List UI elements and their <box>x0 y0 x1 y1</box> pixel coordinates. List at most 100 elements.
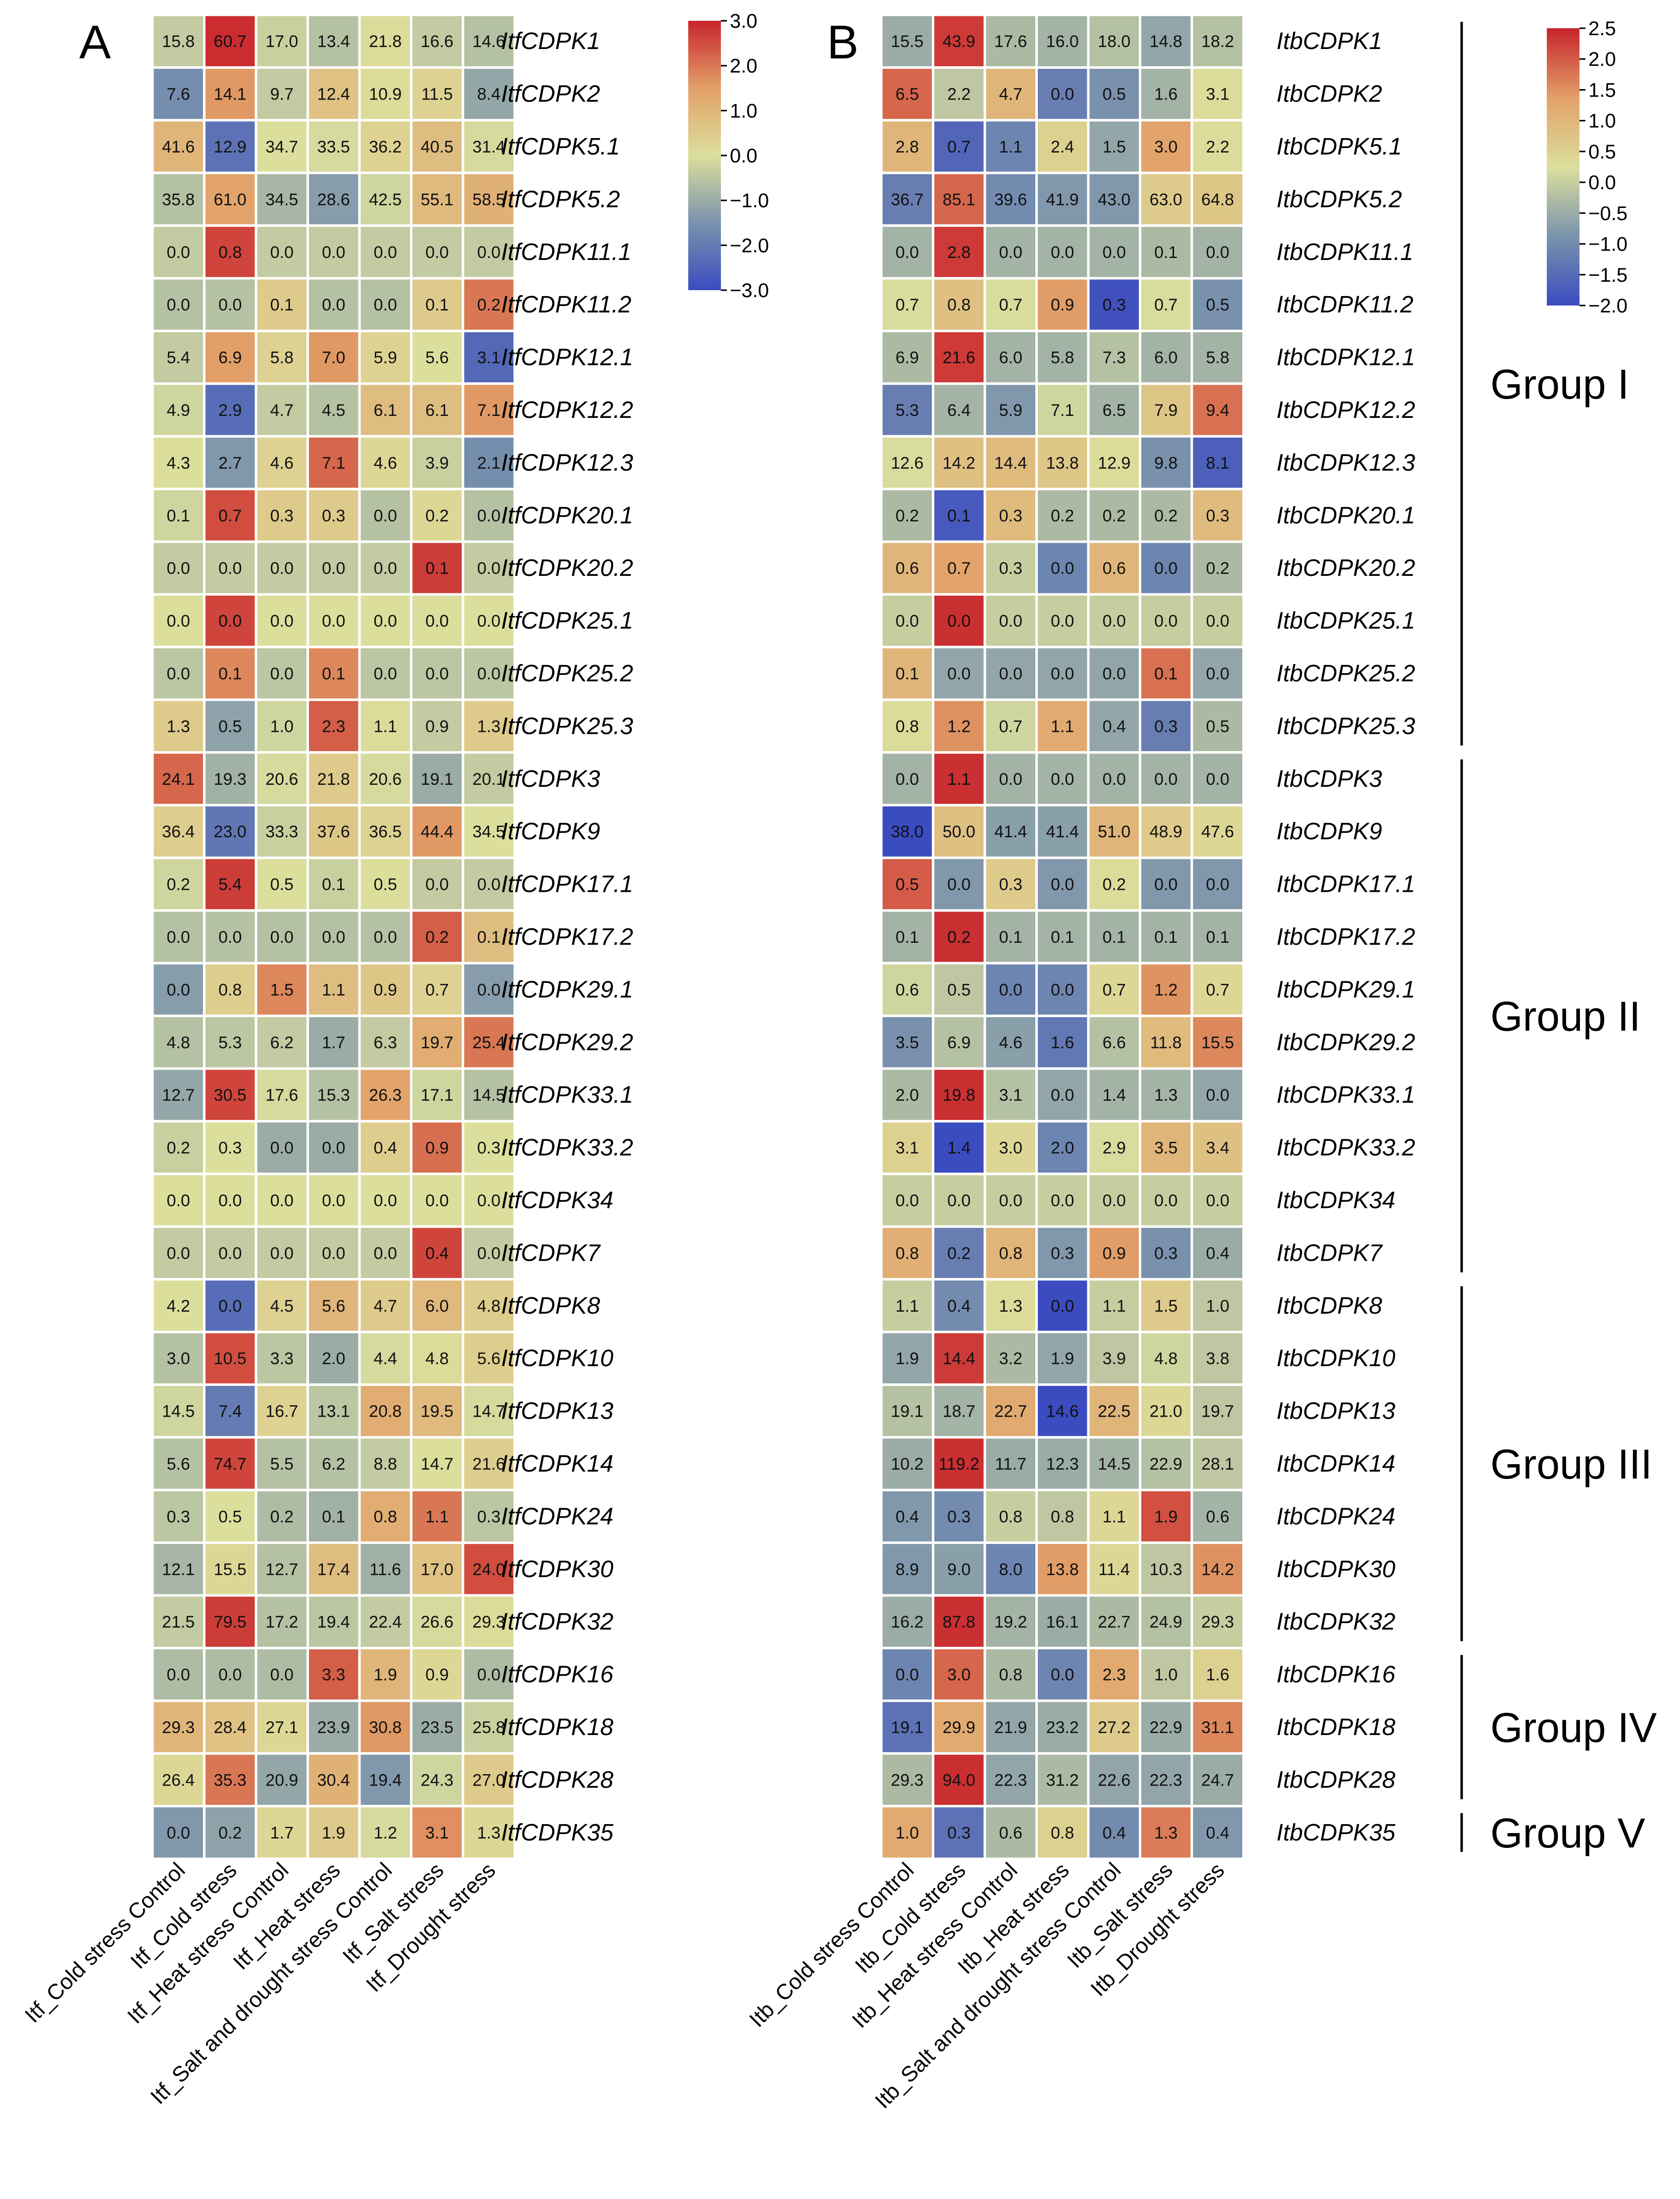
heatmap-cell <box>1139 540 1193 596</box>
heatmap-cell <box>880 277 934 332</box>
cell-value-label: 4.7 <box>374 1297 397 1316</box>
cell-value-label: 15.8 <box>162 32 195 51</box>
cell-value-label: 0.6 <box>896 980 919 999</box>
cell-value-label: 36.4 <box>162 822 195 841</box>
cell-value-label: 4.8 <box>1154 1349 1177 1368</box>
cell-value-label: 3.1 <box>896 1139 919 1158</box>
cell-value-label: 0.5 <box>1206 717 1229 736</box>
cell-value-label: 0.0 <box>1154 875 1177 894</box>
cell-value-label: 0.1 <box>322 1507 345 1526</box>
cell-value-label: 0.5 <box>270 875 294 894</box>
cell-value-label: 0.0 <box>167 928 190 947</box>
cell-value-label: 0.4 <box>1206 1244 1229 1263</box>
gene-row-label: ItbCDPK32 <box>1276 1609 1395 1635</box>
heatmap-cell <box>1035 13 1090 69</box>
cell-value-label: 11.7 <box>995 1455 1026 1474</box>
cell-value-label: 13.1 <box>317 1402 350 1421</box>
cell-value-label: 34.7 <box>265 138 298 156</box>
cell-value-label: 2.0 <box>896 1086 919 1105</box>
cell-value-label: 23.9 <box>317 1718 350 1737</box>
cell-value-label: 2.0 <box>322 1349 345 1368</box>
cell-value-label: 0.3 <box>167 1507 190 1526</box>
heatmap-cell <box>1087 698 1141 754</box>
cell-value-label: 22.9 <box>1150 1455 1182 1474</box>
heatmap-cell <box>358 1541 412 1597</box>
gene-row-label: ItfCDPK32 <box>501 1609 613 1635</box>
heatmap-cell <box>880 1699 934 1755</box>
heatmap-cell <box>1139 856 1193 912</box>
cell-value-label: 1.1 <box>947 770 970 789</box>
cell-value-label: 12.6 <box>891 454 923 472</box>
cell-value-label: 0.3 <box>999 507 1022 525</box>
cell-value-label: 0.7 <box>999 296 1022 314</box>
cell-value-label: 0.5 <box>218 717 242 736</box>
heatmap-cell <box>410 329 464 385</box>
cell-value-label: 41.6 <box>162 138 195 156</box>
cell-value-label: 0.0 <box>425 612 449 631</box>
cell-value-label: 0.6 <box>1206 1507 1229 1526</box>
cell-value-label: 0.0 <box>167 1244 190 1263</box>
colorbar-tick-label: −1.0 <box>1588 234 1628 256</box>
cell-value-label: 0.3 <box>218 1139 242 1158</box>
cell-value-label: 3.1 <box>1206 85 1229 104</box>
heatmap-cell <box>461 1225 516 1281</box>
cell-value-label: 6.0 <box>1154 349 1177 367</box>
heatmap-cell <box>151 382 205 438</box>
heatmap-cell <box>255 1225 309 1281</box>
colorbar-tick-label: 2.0 <box>730 55 758 77</box>
cell-value-label: 0.7 <box>1154 296 1177 314</box>
heatmap-cell <box>1035 1067 1090 1123</box>
cell-value-label: 21.0 <box>1150 1402 1182 1421</box>
heatmap-cell <box>306 435 361 491</box>
gene-row-label: ItfCDPK20.2 <box>501 555 633 581</box>
cell-value-label: 0.0 <box>1051 770 1074 789</box>
heatmap-cell <box>983 277 1038 332</box>
heatmap-cell <box>306 804 361 859</box>
cell-value-label: 0.2 <box>947 928 970 947</box>
cell-value-label: 37.6 <box>317 822 350 841</box>
cell-value-label: 44.4 <box>421 822 454 841</box>
cell-value-label: 61.0 <box>214 190 247 209</box>
cell-value-label: 1.4 <box>947 1139 970 1158</box>
cell-value-label: 4.8 <box>167 1033 190 1052</box>
cell-value-label: 40.5 <box>421 138 454 156</box>
cell-value-label: 0.8 <box>218 980 242 999</box>
cell-value-label: 0.0 <box>374 243 397 262</box>
heatmap-cell <box>1035 277 1090 332</box>
cell-value-label: 17.0 <box>421 1560 454 1579</box>
cell-value-label: 5.6 <box>322 1297 345 1316</box>
gene-row-label: ItbCDPK35 <box>1276 1820 1395 1846</box>
cell-value-label: 0.0 <box>218 1297 242 1316</box>
gene-row-label: ItfCDPK14 <box>501 1451 613 1477</box>
cell-value-label: 27.1 <box>265 1718 298 1737</box>
panel-label-b: B <box>827 16 859 69</box>
cell-value-label: 0.3 <box>947 1824 970 1842</box>
cell-value-label: 1.0 <box>270 717 294 736</box>
cell-value-label: 0.0 <box>270 1244 294 1263</box>
heatmap-cell <box>306 1120 361 1176</box>
cell-value-label: 28.6 <box>317 190 350 209</box>
heatmap-cell <box>1139 1067 1193 1123</box>
cell-value-label: 0.0 <box>896 1191 919 1210</box>
cell-value-label: 41.4 <box>994 822 1027 841</box>
gene-row-label: ItbCDPK16 <box>1276 1662 1395 1688</box>
cell-value-label: 11.8 <box>1150 1033 1182 1052</box>
heatmap-cell <box>203 171 257 227</box>
heatmap-cell <box>461 1173 516 1228</box>
cell-value-label: 0.0 <box>218 928 242 947</box>
heatmap-cell <box>306 1594 361 1649</box>
gene-row-label: ItbCDPK20.1 <box>1276 503 1415 529</box>
cell-value-label: 0.0 <box>167 980 190 999</box>
cell-value-label: 0.0 <box>322 928 345 947</box>
heatmap-cell <box>880 119 934 174</box>
gene-row-label: ItbCDPK30 <box>1276 1556 1395 1583</box>
cell-value-label: 19.2 <box>994 1613 1027 1632</box>
cell-value-label: 0.0 <box>322 1139 345 1158</box>
gene-row-label: ItbCDPK7 <box>1276 1240 1383 1266</box>
cell-value-label: 0.0 <box>947 875 970 894</box>
heatmap-cell <box>880 224 934 280</box>
heatmap-cell <box>1087 1067 1141 1123</box>
cell-value-label: 0.0 <box>477 1666 501 1685</box>
cell-value-label: 94.0 <box>943 1771 975 1790</box>
cell-value-label: 1.9 <box>1051 1349 1074 1368</box>
